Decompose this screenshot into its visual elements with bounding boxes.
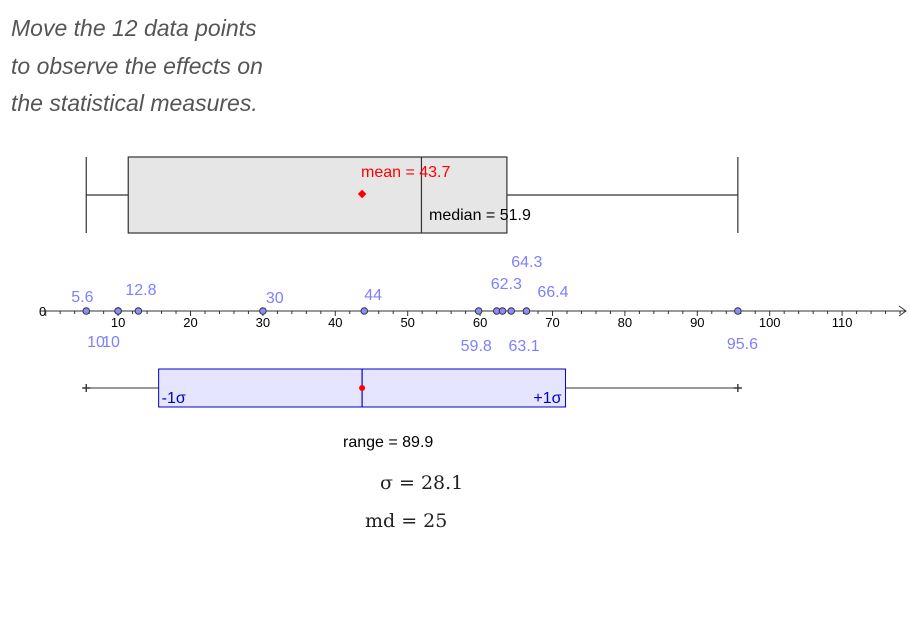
data-point-label: 95.6 [727,336,758,353]
axis-tick-label: 40 [328,315,342,330]
instruction-line-2: to observe the effects on [11,52,263,79]
data-point[interactable] [734,307,742,315]
axis-tick-label: 100 [759,315,781,330]
axis-tick-label: 90 [690,315,704,330]
instruction-line-3: the statistical measures. [11,90,258,116]
data-point-label: 5.6 [71,289,93,306]
sigma-formula: σ = 28.1 [380,472,463,494]
data-point[interactable] [360,307,369,315]
data-point[interactable] [82,307,91,315]
axis-origin-label: 0 [39,304,46,319]
data-point-label: 66.4 [537,284,568,301]
data-point[interactable] [114,307,122,315]
box-plot: mean = 43.7 median = 51.9 [85,156,739,234]
data-point[interactable] [522,307,531,315]
data-point-label: 59.8 [461,338,492,355]
range-label: range = 89.9 [343,434,433,451]
x-axis-arrow [898,305,907,317]
axis-tick-label: 20 [183,315,197,330]
data-point-label: 12.8 [125,282,156,299]
data-point[interactable] [134,307,143,315]
axis-tick-label: 10 [111,315,125,330]
data-point-label: 64.3 [511,254,542,271]
data-point-label: 63.1 [509,338,540,355]
data-point-label: 44 [364,287,382,304]
data-point-label: 10 [87,334,105,351]
axis-tick-label: 80 [618,315,632,330]
sigma-plot: -1σ +1σ [82,368,742,408]
sigma-range-right-cross [733,384,742,392]
axis-tick-label: 110 [832,315,853,330]
md-formula: md = 25 [365,510,447,532]
axis-tick-label: 30 [256,315,270,330]
axis-tick-label: 70 [545,315,559,330]
axis-tick-label: 60 [473,315,487,330]
median-label: median = 51.9 [429,207,531,224]
instructions: Move the 12 data points to observe the e… [11,10,411,123]
data-point[interactable] [474,307,483,315]
data-point[interactable] [507,307,516,315]
box-plot-box [127,156,508,234]
data-point[interactable] [259,307,267,315]
data-point-label: 10 [102,334,120,351]
sigma-mean-dot [359,385,366,391]
axis-ticks: 10 20 30 40 50 60 70 80 90 100 110 [45,311,901,330]
data-point-label: 30 [266,290,284,307]
mean-point[interactable] [357,189,367,199]
mean-label: mean = 43.7 [361,164,451,181]
sigma-range-left-cross [82,384,91,392]
axis-tick-label: 50 [400,315,414,330]
plus-sigma-label: +1σ [533,390,561,407]
data-point[interactable] [498,307,507,315]
data-point-label: 62.3 [491,276,522,293]
instruction-line-1: Move the 12 data points [11,15,257,41]
minus-sigma-label: -1σ [162,390,186,407]
